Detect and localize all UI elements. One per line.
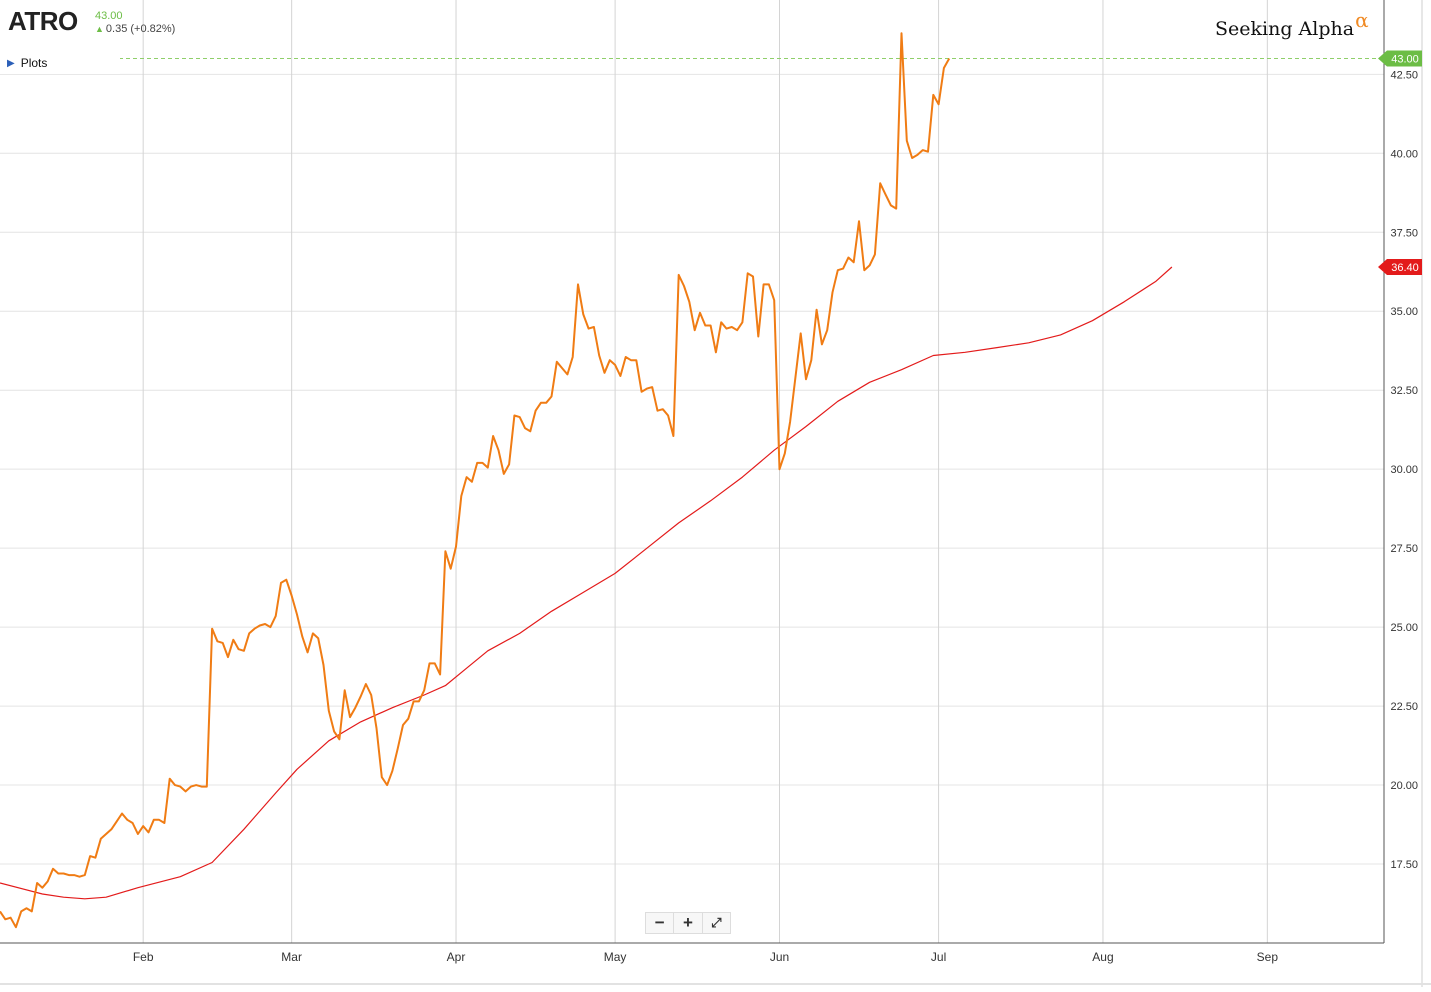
- y-tick-label: 22.50: [1390, 701, 1418, 713]
- zoom-in-button[interactable]: +: [673, 913, 701, 933]
- y-tick-label: 30.00: [1390, 464, 1418, 476]
- last-price-badge-shape: [1378, 50, 1422, 67]
- zoom-controls: − + ⤢: [645, 912, 731, 934]
- brand-logo: Seeking Alphaα: [1215, 8, 1369, 40]
- last-price: 43.00: [95, 10, 123, 22]
- last-price-badge-label: 43.00: [1391, 54, 1419, 66]
- x-tick-label: Sep: [1257, 950, 1279, 964]
- quote-header: ATRO: [8, 6, 78, 37]
- grid-layer: [0, 0, 1384, 943]
- price-change-value: 0.35 (+0.82%): [105, 23, 176, 35]
- x-tick-label: Apr: [447, 950, 466, 964]
- x-tick-label: Jul: [931, 950, 946, 964]
- plots-toggle[interactable]: ▶ Plots: [0, 52, 120, 74]
- y-tick-label: 35.00: [1390, 306, 1418, 318]
- moving-average-line: [0, 266, 1173, 900]
- brand-name: Seeking Alpha: [1215, 18, 1355, 40]
- alpha-symbol: α: [1355, 8, 1369, 32]
- x-tick-label: Jun: [770, 950, 789, 964]
- y-tick-label: 17.50: [1390, 859, 1418, 871]
- x-tick-label: Feb: [133, 950, 154, 964]
- ticker-symbol: ATRO: [8, 6, 78, 36]
- x-tick-label: May: [604, 950, 627, 964]
- y-tick-label: 32.50: [1390, 385, 1418, 397]
- y-tick-label: 20.00: [1390, 780, 1418, 792]
- zoom-out-button[interactable]: −: [654, 913, 665, 932]
- moving-average-layer: [0, 266, 1173, 900]
- price-change: ▲ 0.35 (+0.82%): [95, 23, 175, 36]
- moving-average-badge-label: 36.40: [1391, 262, 1419, 274]
- y-tick-label: 42.50: [1390, 69, 1418, 81]
- quote-block: 43.00 ▲ 0.35 (+0.82%): [95, 10, 175, 36]
- triangle-right-icon: ▶: [7, 57, 15, 69]
- fullscreen-button[interactable]: ⤢: [701, 913, 730, 933]
- badge-layer: 43.00 36.40: [1378, 50, 1422, 276]
- y-tick-label: 25.00: [1390, 622, 1418, 634]
- plots-label: Plots: [20, 56, 48, 70]
- y-tick-label: 27.50: [1390, 543, 1418, 555]
- y-tick-label: 37.50: [1390, 227, 1418, 239]
- x-tick-label: Mar: [281, 950, 302, 964]
- y-tick-label: 40.00: [1390, 148, 1418, 160]
- price-line-layer: [0, 32, 951, 929]
- x-tick-label: Aug: [1092, 950, 1113, 964]
- moving-average-badge-shape: [1378, 259, 1422, 276]
- up-arrow-icon: ▲: [95, 24, 104, 34]
- price-series-line: [0, 32, 951, 929]
